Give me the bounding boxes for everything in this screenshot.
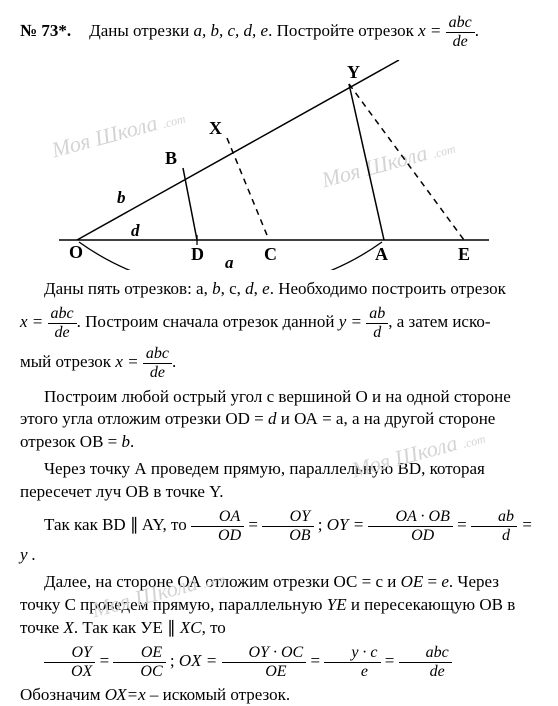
- svg-text:X: X: [209, 118, 222, 138]
- svg-text:O: O: [69, 242, 83, 262]
- problem-text: Даны отрезки a, b, c, d, e. Постройте от…: [89, 14, 479, 50]
- geometry-diagram: O D C A E B X Y b d a: [49, 60, 509, 270]
- problem-header: № 73*. Даны отрезки a, b, c, d, e. Постр…: [20, 14, 538, 50]
- fraction: abc de: [446, 14, 475, 50]
- fraction: abc de: [143, 345, 172, 381]
- paragraph-5: Через точку А проведем прямую, параллель…: [20, 458, 538, 504]
- svg-text:b: b: [117, 188, 126, 207]
- paragraph-2: x = abc de . Построим сначала отрезок да…: [20, 305, 538, 341]
- fraction: OA OD: [191, 508, 244, 544]
- paragraph-3: мый отрезок x = abc de .: [20, 345, 538, 381]
- diagram-svg: O D C A E B X Y b d a: [49, 60, 509, 270]
- fraction: OY OX: [44, 644, 95, 680]
- svg-text:a: a: [225, 253, 234, 270]
- fraction: abc de: [48, 305, 77, 341]
- svg-text:D: D: [191, 244, 204, 264]
- paragraph-4: Построим любой острый угол с вершиной О …: [20, 386, 538, 455]
- svg-text:A: A: [375, 244, 388, 264]
- fraction: OE OC: [113, 644, 165, 680]
- svg-text:C: C: [264, 244, 277, 264]
- fraction: abc de: [399, 644, 452, 680]
- svg-text:B: B: [165, 148, 177, 168]
- paragraph-8: OY OX = OE OC ; OX = OY · OC OE = y · c …: [20, 644, 538, 680]
- fraction: y · c e: [324, 644, 380, 680]
- fraction: OY · OC OE: [222, 644, 307, 680]
- fraction: ab d: [471, 508, 517, 544]
- paragraph-6: Так как BD ∥ AY, то OA OD = OY OB ; OY =…: [20, 508, 538, 567]
- problem-number: № 73*.: [20, 21, 71, 41]
- fraction: ab d: [366, 305, 388, 341]
- paragraph-7: Далее, на стороне ОА отложим отрезки ОС …: [20, 571, 538, 640]
- fraction: OA · OB OD: [368, 508, 452, 544]
- svg-text:d: d: [131, 221, 140, 240]
- fraction: OY OB: [262, 508, 313, 544]
- paragraph-1: Даны пять отрезков: a, b, c, d, e. Необх…: [20, 278, 538, 301]
- svg-text:E: E: [458, 244, 470, 264]
- svg-text:Y: Y: [347, 62, 360, 82]
- paragraph-9: Обозначим ОХ=x – искомый отрезок.: [20, 684, 538, 706]
